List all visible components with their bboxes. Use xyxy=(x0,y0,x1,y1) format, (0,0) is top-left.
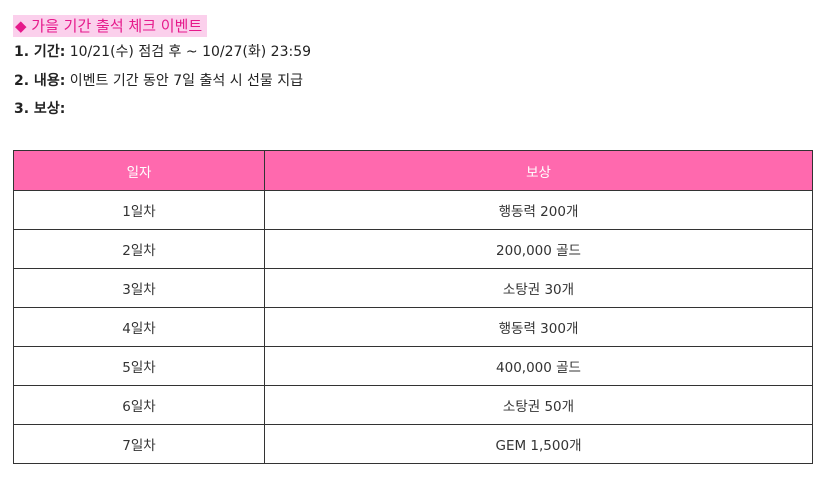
info-content-text: 이벤트 기간 동안 7일 출석 시 선물 지급 xyxy=(65,73,304,89)
table-row: 2일차 200,000 골드 xyxy=(13,229,813,269)
info-period: 1. 기간: 10/21(수) 점검 후 ~ 10/27(화) 23:59 xyxy=(14,42,311,62)
reward-cell: GEM 1,500개 xyxy=(264,424,813,464)
table-row: 3일차 소탕권 30개 xyxy=(13,268,813,308)
header-reward: 보상 xyxy=(264,150,813,191)
day-cell: 7일차 xyxy=(13,424,265,464)
table-row: 1일차 행동력 200개 xyxy=(13,190,813,230)
event-title: ◆ 가을 기간 출석 체크 이벤트 xyxy=(13,15,208,37)
table-header-row: 일자 보상 xyxy=(13,150,813,191)
info-content: 2. 내용: 이벤트 기간 동안 7일 출석 시 선물 지급 xyxy=(14,71,303,91)
info-period-label: 1. 기간: xyxy=(14,44,66,60)
table-row: 5일차 400,000 골드 xyxy=(13,346,813,386)
day-cell: 3일차 xyxy=(13,268,265,308)
reward-cell: 행동력 200개 xyxy=(264,190,813,230)
table-row: 7일차 GEM 1,500개 xyxy=(13,424,813,464)
day-cell: 5일차 xyxy=(13,346,265,386)
info-reward-label: 3. 보상: xyxy=(14,101,66,117)
table-row: 4일차 행동력 300개 xyxy=(13,307,813,347)
header-day: 일자 xyxy=(13,150,265,191)
day-cell: 4일차 xyxy=(13,307,265,347)
reward-cell: 200,000 골드 xyxy=(264,229,813,269)
info-period-text: 10/21(수) 점검 후 ~ 10/27(화) 23:59 xyxy=(65,44,312,60)
reward-table: 일자 보상 1일차 행동력 200개 2일차 200,000 골드 3일차 소탕… xyxy=(13,150,813,464)
day-cell: 1일차 xyxy=(13,190,265,230)
reward-cell: 행동력 300개 xyxy=(264,307,813,347)
info-content-label: 2. 내용: xyxy=(14,73,66,89)
reward-cell: 소탕권 30개 xyxy=(264,268,813,308)
info-reward: 3. 보상: xyxy=(14,99,65,119)
reward-cell: 400,000 골드 xyxy=(264,346,813,386)
day-cell: 2일차 xyxy=(13,229,265,269)
table-row: 6일차 소탕권 50개 xyxy=(13,385,813,425)
reward-cell: 소탕권 50개 xyxy=(264,385,813,425)
day-cell: 6일차 xyxy=(13,385,265,425)
